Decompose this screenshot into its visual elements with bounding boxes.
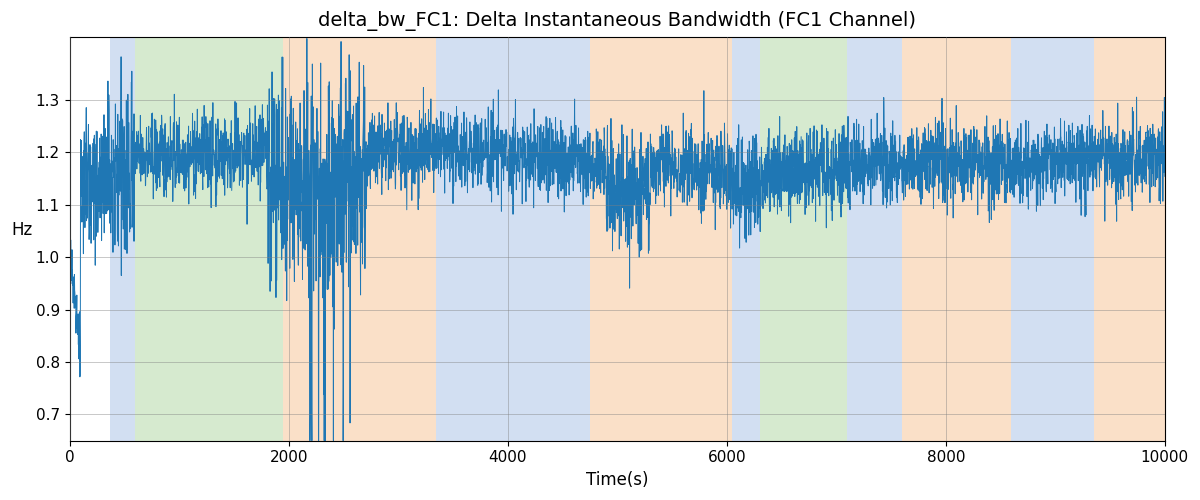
- Title: delta_bw_FC1: Delta Instantaneous Bandwidth (FC1 Channel): delta_bw_FC1: Delta Instantaneous Bandwi…: [318, 11, 917, 31]
- Bar: [136, 37, 283, 440]
- Bar: [110, 37, 136, 440]
- Bar: [590, 37, 732, 440]
- Bar: [283, 37, 437, 440]
- Bar: [1012, 37, 1093, 440]
- X-axis label: Time(s): Time(s): [586, 471, 648, 489]
- Bar: [847, 37, 902, 440]
- Bar: [437, 37, 590, 440]
- Bar: [1093, 37, 1165, 440]
- Y-axis label: Hz: Hz: [11, 221, 32, 239]
- Bar: [760, 37, 847, 440]
- Bar: [732, 37, 760, 440]
- Bar: [902, 37, 1012, 440]
